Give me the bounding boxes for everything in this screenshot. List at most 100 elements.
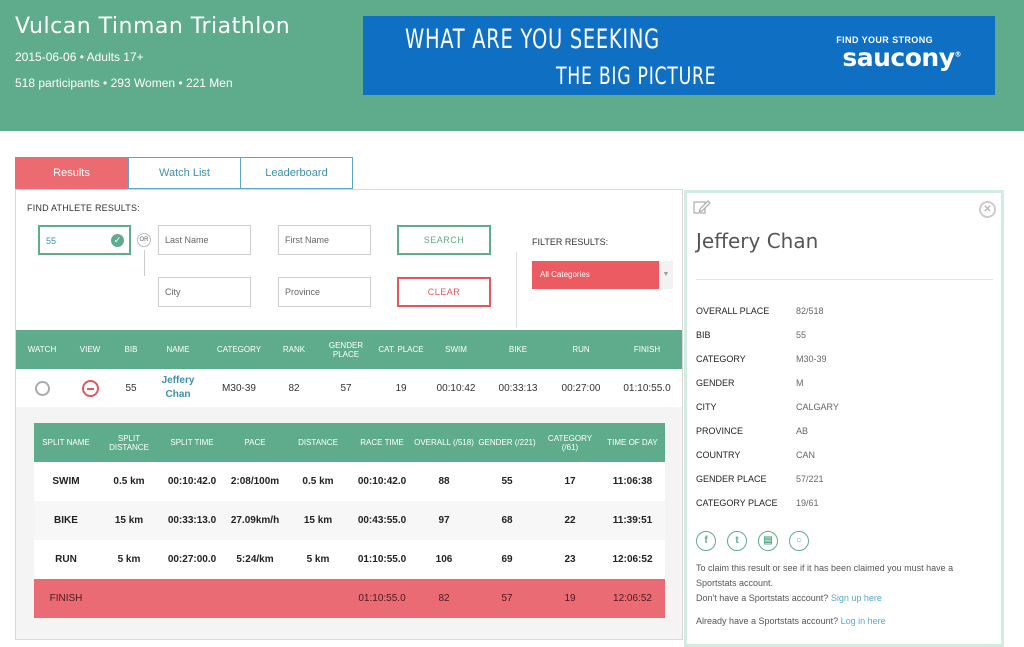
split-gender: 55 (501, 476, 513, 487)
view-minus-icon[interactable] (81, 379, 99, 397)
category-filter-value: All Categories (540, 270, 590, 279)
first-name-input[interactable]: First Name (278, 225, 371, 255)
detail-label: COUNTRY (696, 450, 741, 460)
col-split-name: SPLIT NAME (42, 438, 90, 447)
finish-cell: 01:10:55.0 (623, 382, 671, 394)
login-link[interactable]: Log in here (840, 616, 886, 626)
twitter-icon[interactable]: t (727, 531, 747, 551)
detail-label: OVERALL PLACE (696, 306, 770, 316)
split-row-finish: FINISH 01:10:55.0 82 57 19 12:06:52 (34, 579, 665, 618)
col-gender-place: GENDER PLACE (328, 340, 364, 359)
athlete-name: Jeffery Chan (696, 229, 819, 253)
close-icon[interactable]: ✕ (979, 201, 996, 218)
claim-text: To claim this result or see if it has be… (696, 563, 954, 588)
category-cell: M30-39 (222, 382, 256, 394)
detail-value: 19/61 (796, 498, 819, 508)
split-name: FINISH (49, 593, 83, 604)
split-time: 00:27:00.0 (167, 554, 217, 565)
ad-brand-text: saucony (842, 43, 955, 72)
search-button[interactable]: SEARCH (397, 225, 491, 255)
last-name-input[interactable]: Last Name (158, 225, 251, 255)
ad-headline: WHAT ARE YOU SEEKING (405, 24, 660, 55)
search-icon[interactable]: ○ (789, 531, 809, 551)
split-pace: 2:08/100m (230, 476, 280, 487)
chevron-down-icon: ▼ (659, 261, 673, 289)
have-account-text: Already have a Sportstats account? (696, 616, 839, 626)
city-input[interactable]: City (158, 277, 251, 307)
tab-leaderboard[interactable]: Leaderboard (240, 157, 353, 189)
col-bike: BIKE (508, 345, 528, 354)
split-gender: 68 (501, 515, 513, 526)
bib-input[interactable]: 55 ✓ (38, 225, 131, 255)
filter-results-label: FILTER RESULTS: (532, 237, 609, 247)
athlete-name-link[interactable]: Jeffery Chan (150, 369, 206, 407)
ad-banner[interactable]: WHAT ARE YOU SEEKING THE BIG PICTURE FIN… (363, 16, 995, 95)
col-distance: DISTANCE (298, 438, 338, 447)
divider (696, 279, 993, 280)
swim-cell: 00:10:42 (436, 382, 476, 394)
edit-icon[interactable] (693, 199, 711, 215)
split-time-of-day: 11:39:51 (612, 515, 653, 526)
tab-results[interactable]: Results (15, 157, 128, 189)
check-icon: ✓ (111, 234, 124, 247)
col-name: NAME (166, 345, 190, 354)
col-split-distance: SPLIT DISTANCE (109, 433, 149, 452)
rank-cell: 82 (288, 382, 300, 394)
col-rank: RANK (282, 345, 306, 354)
detail-value: M (796, 378, 804, 388)
col-category: CATEGORY (/61) (547, 433, 593, 452)
splits-table-header: SPLIT NAME SPLIT DISTANCE SPLIT TIME PAC… (34, 423, 665, 462)
gender-place-cell: 57 (340, 382, 352, 394)
ad-subheadline: THE BIG PICTURE (556, 62, 717, 90)
filter-divider (516, 252, 517, 328)
split-distance: 0.5 km (113, 476, 145, 487)
col-race-time: RACE TIME (360, 438, 404, 447)
split-overall: 82 (438, 593, 450, 604)
view-cell (68, 369, 112, 407)
split-row-bike: BIKE 15 km 00:33:13.0 27.09km/h 15 km 00… (34, 501, 665, 540)
certificate-icon[interactable]: ▤ (758, 531, 778, 551)
facebook-icon[interactable]: f (696, 531, 716, 551)
detail-label: PROVINCE (696, 426, 744, 436)
no-account-text: Don't have a Sportstats account? (696, 593, 829, 603)
event-date: 2015-06-06 • Adults 17+ (15, 50, 144, 64)
event-participants: 518 participants • 293 Women • 221 Men (15, 76, 233, 90)
col-category: CATEGORY (216, 345, 262, 354)
split-row-run: RUN 5 km 00:27:00.0 5:24/km 5 km 01:10:5… (34, 540, 665, 579)
split-race-time: 00:43:55.0 (357, 515, 407, 526)
split-name: RUN (55, 554, 77, 565)
or-separator: OR (137, 233, 151, 247)
detail-value: CAN (796, 450, 816, 460)
split-pace: 5:24/km (236, 554, 274, 565)
watch-radio-icon[interactable] (34, 380, 50, 396)
province-input[interactable]: Province (278, 277, 371, 307)
split-overall: 97 (438, 515, 450, 526)
split-distance: 15 km (114, 515, 144, 526)
athlete-first-name: Jeffery (161, 375, 195, 386)
col-bib: BIB (124, 345, 138, 354)
bib-cell: 55 (125, 382, 137, 394)
tab-watch-list[interactable]: Watch List (128, 157, 241, 189)
signup-link[interactable]: Sign up here (830, 593, 882, 603)
detail-label: CATEGORY (696, 354, 746, 364)
col-swim: SWIM (445, 345, 467, 354)
split-race-time: 01:10:55.0 (357, 554, 407, 565)
col-time-of-day: TIME OF DAY (607, 438, 658, 447)
detail-label: GENDER (696, 378, 735, 388)
event-title: Vulcan Tinman Triathlon (15, 14, 291, 39)
col-overall: OVERALL (/518) (414, 438, 474, 447)
split-gender: 57 (501, 593, 513, 604)
results-table-header: WATCH VIEW BIB NAME CATEGORY RANK GENDER… (16, 330, 682, 369)
detail-label: BIB (696, 330, 711, 340)
splits-section: SPLIT NAME SPLIT DISTANCE SPLIT TIME PAC… (16, 407, 682, 639)
split-name: BIKE (54, 515, 78, 526)
col-watch: WATCH (27, 345, 57, 354)
split-total-distance: 0.5 km (302, 476, 334, 487)
col-cat-place: CAT. PLACE (378, 345, 424, 354)
results-panel: FIND ATHLETE RESULTS: 55 ✓ OR Last Name … (15, 189, 683, 640)
clear-button[interactable]: CLEAR (397, 277, 491, 307)
category-filter-select[interactable]: All Categories ▼ (532, 261, 673, 289)
table-row[interactable]: 55 Jeffery Chan M30-39 82 57 19 00:10:42… (16, 369, 682, 407)
login-info: Already have a Sportstats account? Log i… (696, 616, 996, 626)
split-race-time: 01:10:55.0 (358, 593, 406, 604)
